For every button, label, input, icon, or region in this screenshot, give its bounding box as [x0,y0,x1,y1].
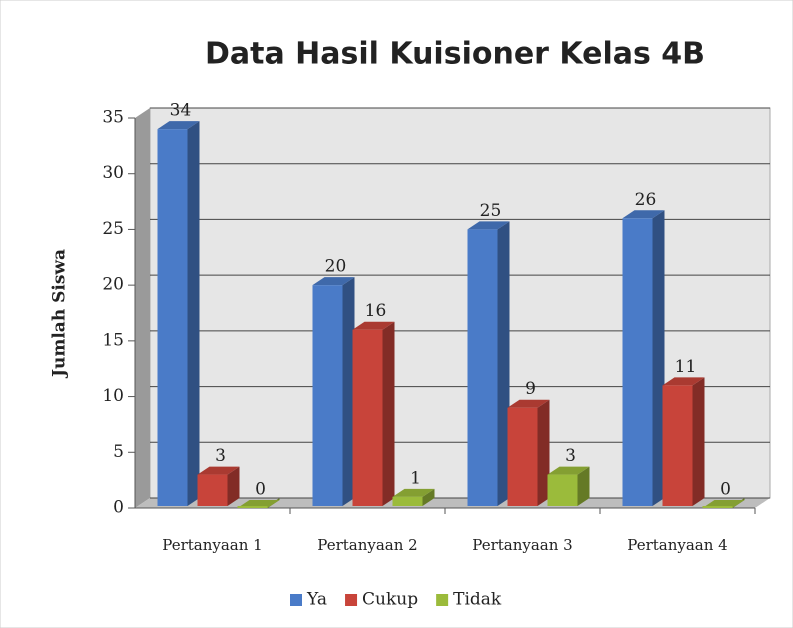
data-label: 20 [325,257,347,277]
chart: Data Hasil Kuisioner Kelas 4B Jumlah Sis… [0,0,793,628]
bar [238,506,268,508]
data-label: 3 [565,446,576,466]
x-tick-label: Pertanyaan 3 [472,536,572,554]
bar [548,475,578,506]
chart-title: Data Hasil Kuisioner Kelas 4B [205,37,705,72]
data-label: 16 [365,301,387,321]
y-tick-label: 35 [102,108,124,128]
bar [703,506,733,508]
data-label: 34 [170,101,192,121]
x-tick-label: Pertanyaan 2 [317,536,417,554]
bar-side [693,377,705,506]
legend-label: Tidak [453,590,502,610]
data-label: 3 [215,446,226,466]
data-label: 0 [255,480,266,500]
data-label: 0 [720,480,731,500]
bar [198,475,228,506]
bar-side [383,322,395,506]
bar [663,385,693,506]
data-label: 1 [410,468,421,488]
data-label: 25 [480,201,502,221]
x-tick-label: Pertanyaan 4 [627,536,727,554]
bar [393,497,423,506]
bar [508,408,538,506]
bar [623,218,653,506]
bar-side [188,121,200,506]
y-tick-label: 15 [102,330,124,350]
data-label: 9 [525,379,536,399]
data-label: 26 [635,190,657,210]
bar [313,285,343,506]
y-tick-label: 10 [102,386,124,406]
x-tick-label: Pertanyaan 1 [162,536,262,554]
data-label: 11 [675,357,697,377]
legend-swatch [345,594,357,606]
legend-swatch [290,594,302,606]
y-tick-label: 20 [102,275,124,295]
legend-swatch [436,594,448,606]
y-tick-label: 5 [113,442,124,462]
side-wall [135,108,150,508]
y-tick-label: 25 [102,219,124,239]
bar [158,129,188,506]
bar [468,229,498,506]
y-axis-label: Jumlah Siswa [50,249,70,379]
y-tick-label: 0 [113,498,124,518]
legend-label: Ya [306,590,327,610]
y-tick-label: 30 [102,163,124,183]
bar [353,330,383,506]
legend-label: Cukup [362,590,418,610]
